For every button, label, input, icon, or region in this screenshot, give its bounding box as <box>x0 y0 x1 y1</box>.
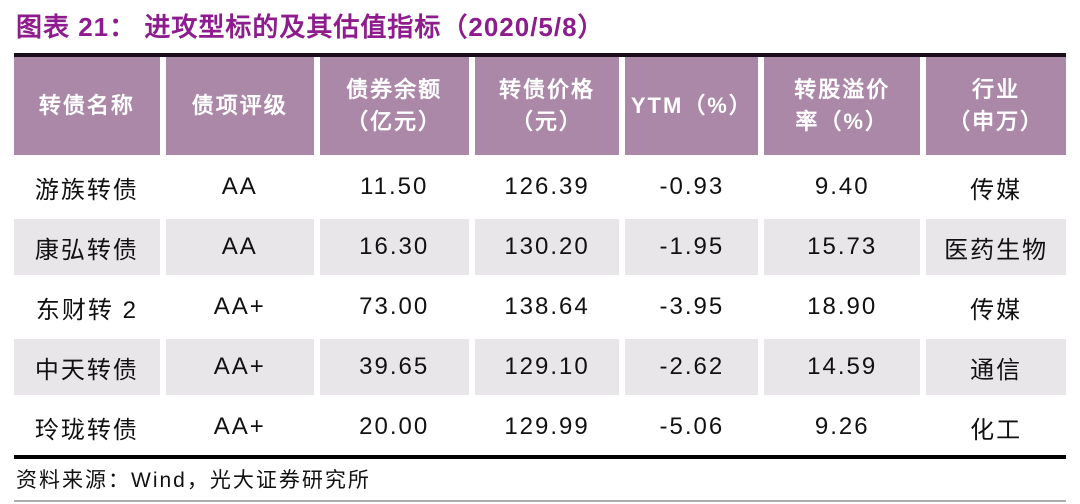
col-header-bond-name: 转债名称 <box>14 57 160 155</box>
table-cell: 9.26 <box>764 399 921 455</box>
table-cell: 126.39 <box>474 159 620 215</box>
table-cell: 39.65 <box>319 339 469 395</box>
table-cell: 18.90 <box>764 279 921 335</box>
table-cell: 传媒 <box>926 279 1066 335</box>
table-cell: 130.20 <box>474 219 620 275</box>
table-cell: 玲珑转债 <box>14 399 160 455</box>
table-cell: 16.30 <box>319 219 469 275</box>
table-cell: -5.06 <box>625 399 759 455</box>
figure-title: 图表 21： 进攻型标的及其估值指标（2020/5/8） <box>16 12 605 42</box>
col-header-ytm: YTM（%） <box>625 57 759 155</box>
col-header-rating: 债项评级 <box>165 57 314 155</box>
table-cell: 129.10 <box>474 339 620 395</box>
table-cell: 中天转债 <box>14 339 160 395</box>
table-cell: -1.95 <box>625 219 759 275</box>
col-header-industry: 行业 （申万） <box>926 57 1066 155</box>
col-header-premium: 转股溢价 率（%） <box>764 57 921 155</box>
table-cell: 138.64 <box>474 279 620 335</box>
title-rule <box>14 53 1066 57</box>
table-cell: AA+ <box>165 339 314 395</box>
table-cell: -2.62 <box>625 339 759 395</box>
table-cell: 20.00 <box>319 399 469 455</box>
col-header-price: 转债价格 （元） <box>474 57 620 155</box>
table-cell: 医药生物 <box>926 219 1066 275</box>
table-cell: 传媒 <box>926 159 1066 215</box>
col-header-balance: 债券余额 （亿元） <box>319 57 469 155</box>
page-bottom-rule <box>14 500 1066 502</box>
table-cell: 通信 <box>926 339 1066 395</box>
table-cell: 129.99 <box>474 399 620 455</box>
table-cell: 14.59 <box>764 339 921 395</box>
table-cell: AA <box>165 159 314 215</box>
table-cell: 9.40 <box>764 159 921 215</box>
table-cell: 游族转债 <box>14 159 160 215</box>
table-cell: AA+ <box>165 279 314 335</box>
table-cell: 11.50 <box>319 159 469 215</box>
bond-valuation-table: 转债名称 债项评级 债券余额 （亿元） 转债价格 （元） YTM（%） 转股溢价… <box>14 57 1066 455</box>
table-cell: -0.93 <box>625 159 759 215</box>
table-cell: 73.00 <box>319 279 469 335</box>
table-cell: 康弘转债 <box>14 219 160 275</box>
table-cell: 化工 <box>926 399 1066 455</box>
table-bottom-rule <box>14 455 1066 459</box>
table-cell: AA <box>165 219 314 275</box>
table-cell: -3.95 <box>625 279 759 335</box>
source-note: 资料来源：Wind，光大证券研究所 <box>16 469 371 492</box>
table-cell: 东财转 2 <box>14 279 160 335</box>
table-cell: AA+ <box>165 399 314 455</box>
table-cell: 15.73 <box>764 219 921 275</box>
